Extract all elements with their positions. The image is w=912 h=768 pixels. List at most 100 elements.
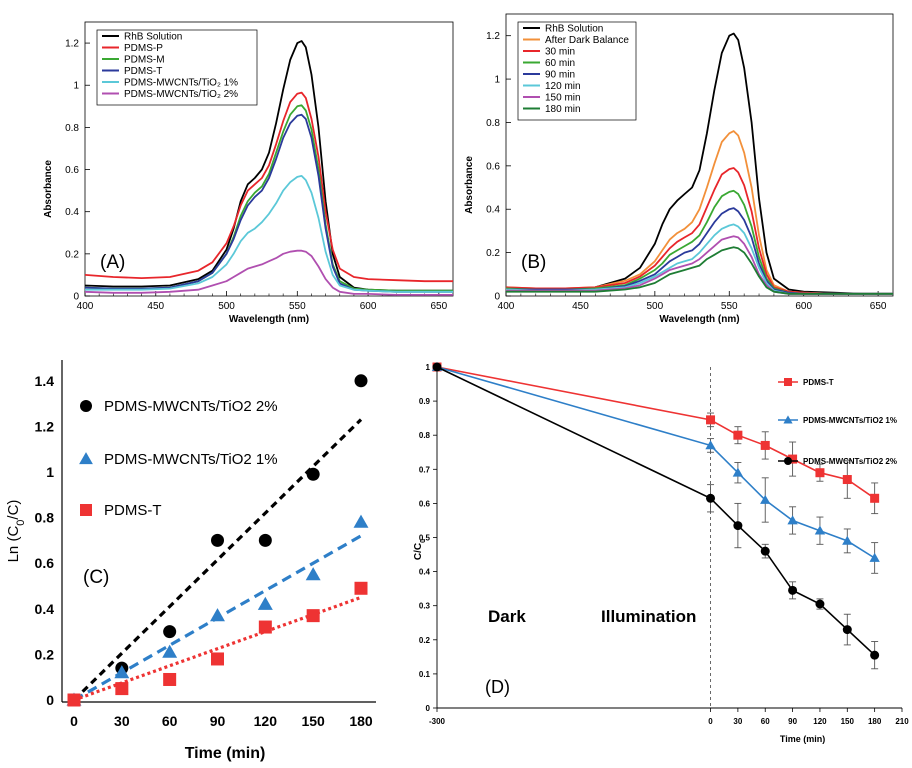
x-tick-label: 0	[708, 717, 713, 726]
y-tick-label: 0.4	[35, 601, 55, 617]
panel-B: 400 450 500 550 600 650 0 0.2 0.4 0.6 0.8 1 1.2 Wavel…	[464, 13, 894, 325]
series-line	[506, 246, 893, 295]
data-point	[67, 693, 81, 707]
data-point	[354, 374, 368, 388]
legend: PDMS-MWCNTs/TiO2 2% PDMS-MWCNTs/TiO2 1% PD…	[79, 398, 278, 519]
data-point	[305, 567, 321, 581]
data-point	[114, 665, 130, 679]
legend-marker	[80, 400, 92, 412]
data-point	[211, 652, 224, 666]
panel-label: (A)	[100, 252, 125, 273]
y-tick-label: 1	[46, 464, 54, 480]
y-tick-label: 0.2	[486, 248, 500, 259]
legend-label: RhB Solution	[124, 32, 182, 43]
series-line	[506, 207, 893, 295]
y-tick-label: 0.1	[419, 670, 431, 679]
data-point	[870, 493, 880, 503]
data-point	[787, 515, 798, 525]
y-tick-label: 0.3	[419, 602, 431, 611]
x-tick-label: 600	[795, 301, 812, 312]
x-tick-label: 400	[77, 301, 94, 312]
x-tick-label: 400	[498, 301, 515, 312]
legend-label: PDMS-MWCNTs/TiO2 1%	[104, 451, 278, 468]
series-line	[84, 104, 453, 292]
y-tick-label: 1.4	[35, 373, 55, 389]
y-tick-label: 0.2	[65, 249, 79, 260]
data-point	[706, 415, 716, 425]
legend-label: 60 min	[545, 58, 575, 69]
data-point	[163, 625, 177, 639]
y-tick-label: 1	[73, 81, 79, 92]
legend-label: PDMS-MWCNTs/TiO2 1%	[803, 416, 897, 425]
data-point	[163, 672, 177, 686]
legend-box	[96, 29, 258, 106]
x-tick-label: 180	[349, 713, 373, 729]
data-point	[706, 493, 716, 503]
fit-line	[72, 418, 363, 702]
series-line	[505, 130, 893, 295]
x-axis-label: Wavelength (nm)	[659, 314, 739, 325]
legend-label: RhB Solution	[545, 24, 603, 35]
y-tick-label: 0.5	[419, 534, 431, 543]
legend-label: PDMS-MWCNTs/TiO₂ 1%	[124, 78, 238, 89]
x-tick-label: 550	[721, 301, 738, 312]
data-point	[353, 514, 369, 528]
x-tick-label: 550	[289, 301, 306, 312]
x-tick-label: 90	[788, 717, 797, 726]
data-point	[788, 454, 798, 464]
x-tick-label: 600	[360, 301, 377, 312]
data-point	[733, 430, 743, 440]
x-tick-label: 650	[431, 301, 448, 312]
y-axis-label-sub: 0	[15, 520, 27, 526]
y-tick-label: 1.2	[486, 31, 500, 42]
legend-marker	[79, 452, 93, 465]
series-line	[436, 366, 876, 559]
data-point	[788, 585, 798, 595]
legend-label: After Dark Balance	[545, 35, 629, 46]
y-tick-label: 0.9	[419, 397, 431, 406]
panel-label: (D)	[485, 677, 510, 697]
series-line	[436, 366, 876, 499]
illumination-label: Illumination	[601, 607, 696, 626]
panel-D: -300 0 30 60 90 120 150 180 21000.10.20.30.40.50…	[413, 361, 909, 744]
y-tick-label: 0.8	[65, 123, 79, 134]
x-tick-label: 120	[813, 717, 827, 726]
data-point	[814, 525, 826, 535]
data-point	[354, 581, 368, 595]
legend-label: 120 min	[545, 81, 581, 92]
y-tick-label: 0.8	[419, 431, 431, 440]
legend-label: PDMS-T	[803, 378, 834, 387]
y-tick-label: 0.7	[419, 465, 431, 474]
x-tick-label: 180	[868, 717, 882, 726]
x-axis-label: Time (min)	[185, 745, 266, 762]
y-tick-label: 1.2	[65, 39, 79, 50]
legend-label: 150 min	[545, 93, 581, 104]
x-tick-label: 500	[218, 301, 235, 312]
series-line	[505, 167, 893, 295]
legend-label: PDMS-T	[124, 66, 162, 77]
y-tick-label: 0.6	[419, 499, 431, 508]
y-tick-label: 0.8	[35, 510, 55, 526]
y-tick-label: 0	[426, 704, 431, 713]
x-tick-label: 150	[301, 713, 325, 729]
y-tick-label: 0.2	[35, 646, 55, 662]
x-tick-label: 30	[114, 713, 130, 729]
x-axis-label: Time (min)	[780, 734, 825, 744]
y-tick-label: 1	[494, 75, 500, 86]
data-point	[733, 521, 743, 531]
data-point	[732, 467, 744, 477]
x-tick-label: 60	[162, 713, 178, 729]
legend-label: PDMS-P	[124, 43, 163, 54]
data-point	[211, 533, 224, 547]
y-tick-label: 0.2	[419, 636, 431, 645]
y-tick-label: 1.2	[35, 418, 55, 434]
y-axis-label: Ln (C0/C)	[5, 500, 27, 563]
x-tick-label: 450	[147, 301, 164, 312]
x-tick-label: 500	[647, 301, 664, 312]
x-tick-label: 30	[733, 717, 742, 726]
data-point	[869, 552, 880, 562]
legend-marker	[783, 415, 793, 424]
y-tick-label: 0.8	[486, 118, 500, 129]
data-point	[432, 362, 442, 372]
